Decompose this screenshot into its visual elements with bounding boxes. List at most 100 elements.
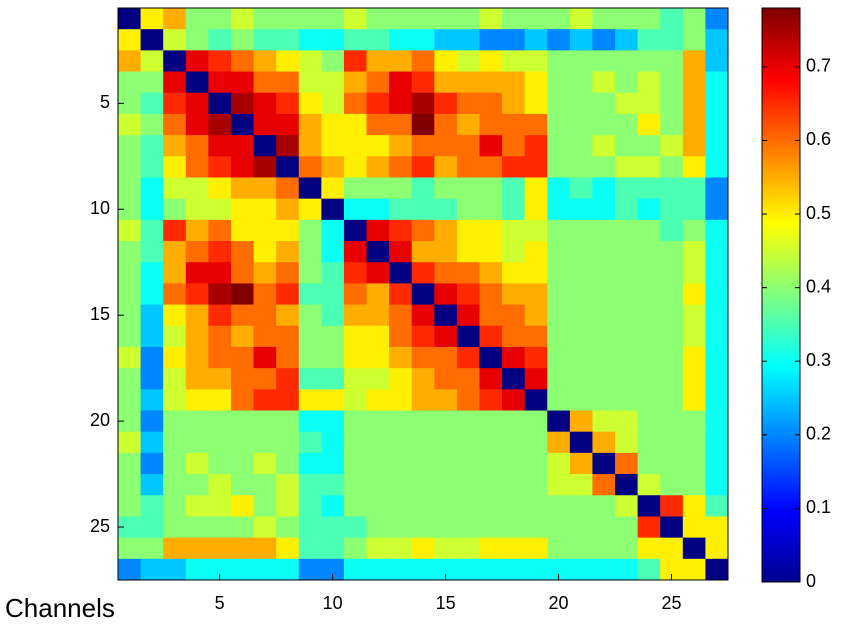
heatmap-cell: [569, 198, 593, 221]
heatmap-cell: [592, 283, 616, 306]
heatmap-cell: [389, 8, 413, 30]
heatmap-cell: [389, 283, 413, 306]
heatmap-cell: [298, 368, 322, 390]
heatmap-cell: [321, 262, 345, 284]
heatmap-cell: [502, 198, 526, 221]
colorbar-tick-label: 0.1: [806, 497, 831, 517]
heatmap-cell: [615, 474, 639, 496]
heatmap-cell: [163, 113, 187, 136]
heatmap-cell: [615, 537, 639, 560]
heatmap-cell: [547, 241, 571, 263]
heatmap-cell: [140, 410, 164, 433]
heatmap-cell: [230, 516, 255, 539]
heatmap-cell: [547, 537, 571, 560]
heatmap-cell: [343, 283, 368, 306]
heatmap-cell: [615, 431, 639, 454]
heatmap-cell: [118, 474, 142, 496]
heatmap-cell: [298, 50, 322, 73]
heatmap-cell: [547, 410, 571, 433]
heatmap-cell: [434, 410, 458, 433]
heatmap-cell: [637, 241, 661, 263]
heatmap-cell: [253, 304, 277, 327]
heatmap-cell: [389, 135, 413, 157]
heatmap-cell: [118, 135, 142, 157]
heatmap-cell: [705, 304, 729, 327]
heatmap-cell: [615, 558, 639, 581]
heatmap-cell: [660, 474, 684, 496]
heatmap-cell: [502, 71, 526, 94]
heatmap-cell: [163, 368, 187, 390]
heatmap-cell: [502, 558, 526, 581]
heatmap-cell: [592, 92, 616, 115]
heatmap-cell: [705, 346, 729, 369]
heatmap-cell: [298, 8, 322, 30]
heatmap-cell: [411, 241, 435, 263]
heatmap-cell: [163, 410, 187, 433]
heatmap-cell: [660, 558, 684, 581]
heatmap-cell: [705, 389, 729, 412]
heatmap-cell: [140, 558, 164, 581]
heatmap-cell: [253, 283, 277, 306]
heatmap-cell: [140, 92, 164, 115]
heatmap-cell: [276, 516, 300, 539]
heatmap-cell: [456, 474, 480, 496]
heatmap-cell: [434, 304, 458, 327]
heatmap-cell: [343, 50, 368, 73]
heatmap-cell: [615, 8, 639, 30]
heatmap-cell: [298, 537, 322, 560]
heatmap-cell: [615, 410, 639, 433]
heatmap-cell: [118, 71, 142, 94]
heatmap-cell: [615, 325, 639, 348]
heatmap-cell: [321, 283, 345, 306]
heatmap-cell: [343, 304, 368, 327]
heatmap-cell: [682, 262, 706, 284]
heatmap-cell: [682, 29, 706, 51]
heatmap-cell: [230, 346, 255, 369]
heatmap-cell: [208, 177, 232, 200]
heatmap-cell: [434, 495, 458, 517]
heatmap-cell: [389, 198, 413, 221]
colorbar-frame: [761, 7, 801, 583]
heatmap-cell: [321, 389, 345, 412]
heatmap-cell: [163, 474, 187, 496]
heatmap-cell: [230, 177, 255, 200]
heatmap-cell: [118, 198, 142, 221]
heatmap-cell: [185, 537, 209, 560]
heatmap-cell: [524, 346, 548, 369]
heatmap-cell: [230, 325, 255, 348]
heatmap-cell: [615, 516, 639, 539]
heatmap-cell: [140, 452, 164, 475]
heatmap-cell: [163, 283, 187, 306]
heatmap-cell: [253, 71, 277, 94]
heatmap-cell: [276, 71, 300, 94]
heatmap-cell: [366, 113, 390, 136]
heatmap-cell: [230, 431, 255, 454]
heatmap-cell: [592, 29, 616, 51]
heatmap-cell: [615, 262, 639, 284]
heatmap-cell: [682, 304, 706, 327]
heatmap-cell: [366, 452, 390, 475]
heatmap-cell: [253, 516, 277, 539]
heatmap-cell: [321, 368, 345, 390]
heatmap-cell: [502, 113, 526, 136]
heatmap-cell: [705, 177, 729, 200]
heatmap-cell: [547, 29, 571, 51]
heatmap-cell: [343, 410, 368, 433]
heatmap-cell: [479, 8, 503, 30]
heatmap-cell: [660, 198, 684, 221]
heatmap-cell: [411, 177, 435, 200]
heatmap-cell: [366, 177, 390, 200]
heatmap-cell: [208, 516, 232, 539]
heatmap-cell: [705, 92, 729, 115]
heatmap-cell: [230, 156, 255, 178]
heatmap-cell: [253, 537, 277, 560]
heatmap-cell: [230, 219, 255, 242]
heatmap-cell: [230, 304, 255, 327]
heatmap-cell: [547, 8, 571, 30]
heatmap-cell: [682, 113, 706, 136]
heatmap-cell: [569, 368, 593, 390]
heatmap-cell: [163, 537, 187, 560]
heatmap-cell: [208, 71, 232, 94]
heatmap-cell: [163, 92, 187, 115]
heatmap-cell: [389, 346, 413, 369]
